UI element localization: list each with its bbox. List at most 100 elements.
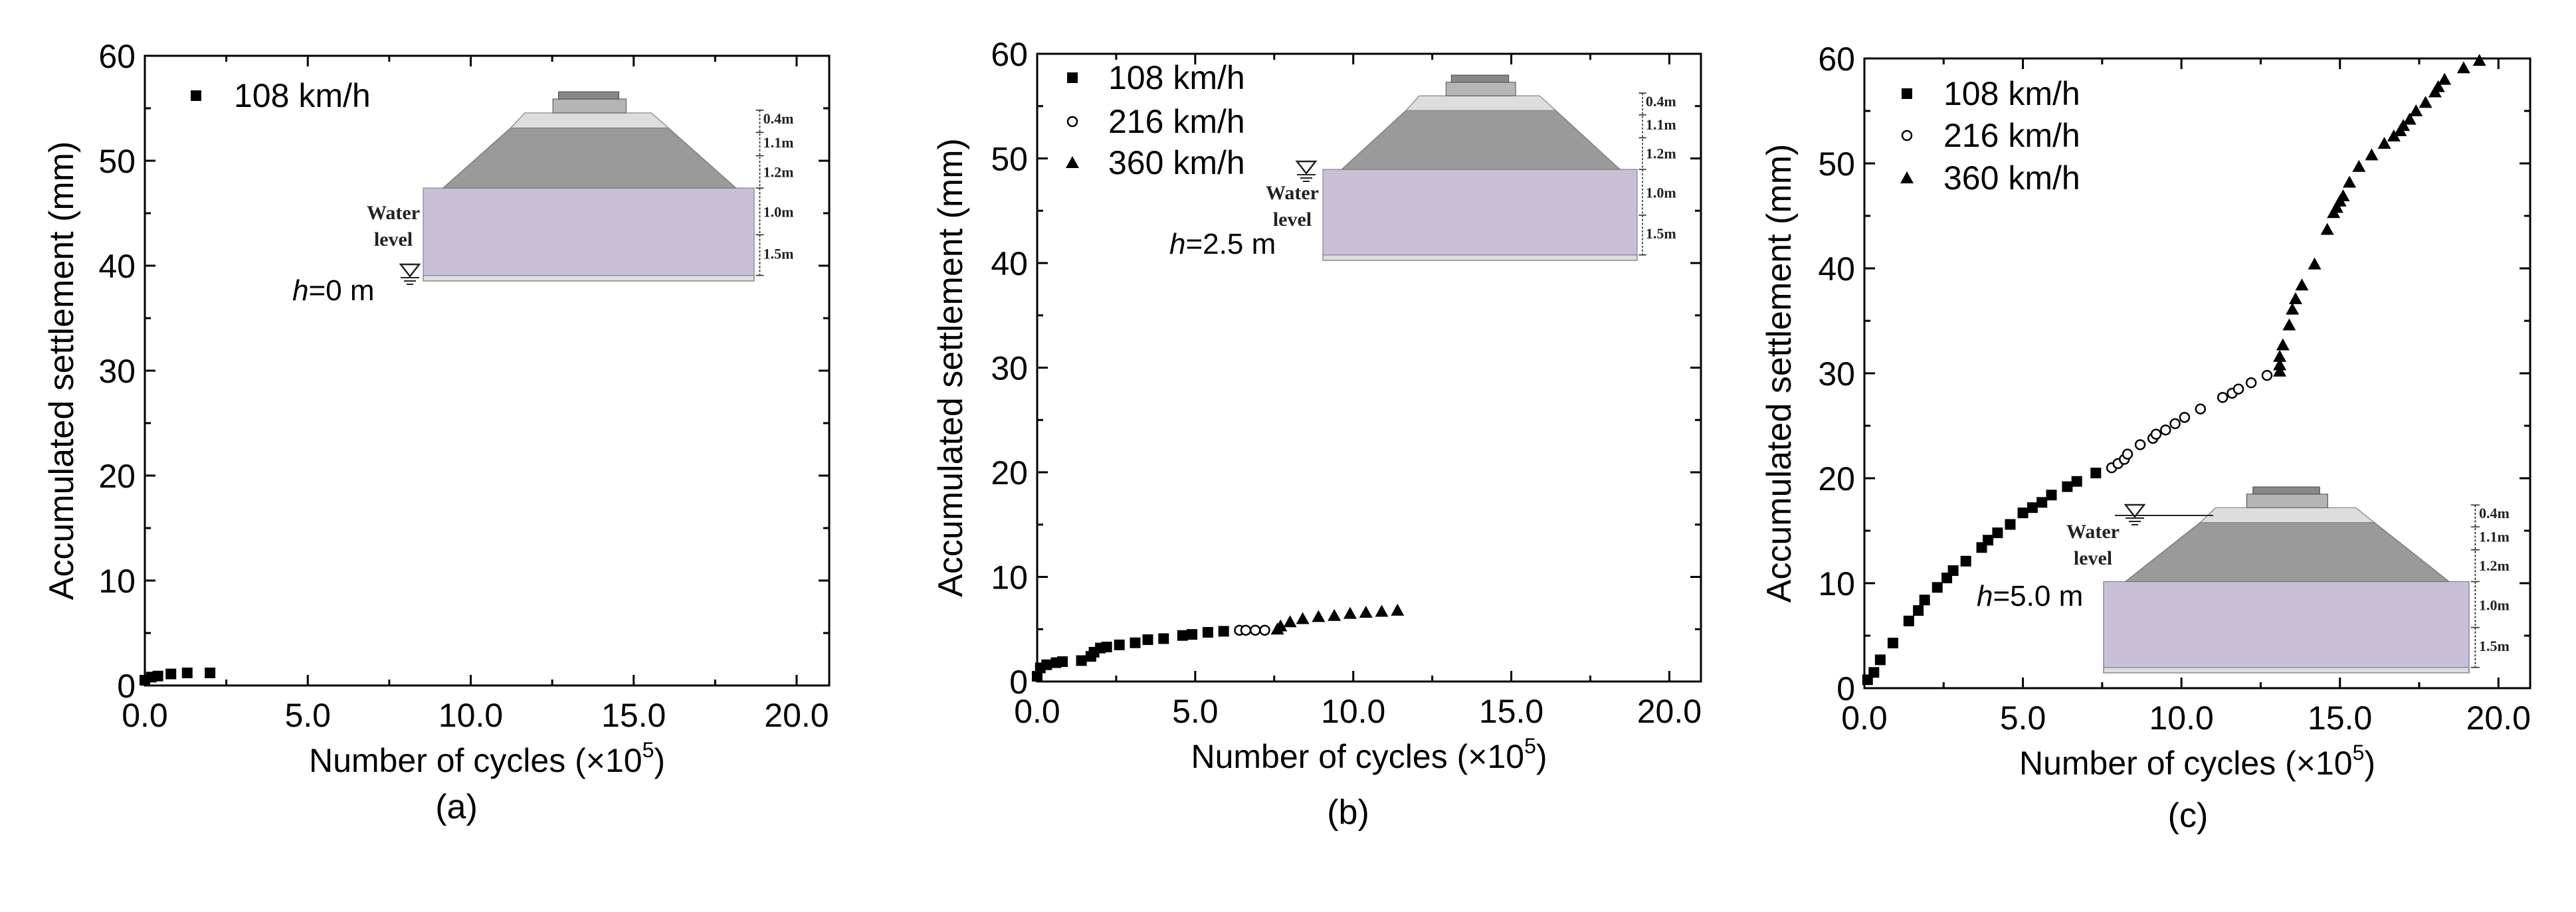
depth-variable: h	[1169, 228, 1185, 260]
y-tick-label: 20	[98, 458, 136, 495]
data-point	[1359, 606, 1373, 618]
data-point	[2286, 302, 2300, 315]
data-point	[2005, 519, 2016, 530]
data-point	[1218, 626, 1229, 637]
data-point	[2438, 72, 2452, 85]
data-point	[2352, 159, 2366, 172]
panel-c: 0.4m 1.1m 1.2m 1.0m 1.5m Water level h=5.0 m 0.0…	[1760, 41, 2531, 835]
data-point	[2276, 338, 2290, 351]
x-tick-label: 10.0	[2149, 699, 2213, 737]
data-point	[2273, 364, 2287, 377]
y-axis-label: Accumulated settlement (mm)	[43, 141, 81, 600]
series-360-km-h	[1270, 603, 1405, 635]
x-axis-label-main: Number of cycles (×10	[2019, 745, 2353, 782]
x-axis-label-main: Number of cycles (×10	[309, 742, 643, 779]
data-point	[2062, 481, 2073, 492]
data-point	[2232, 383, 2244, 395]
water-level-label: level	[374, 228, 413, 250]
y-tick-label: 10	[1818, 565, 1855, 602]
layer-thickness-label: 1.0m	[2479, 596, 2510, 613]
data-point	[181, 668, 193, 679]
data-point	[1296, 612, 1310, 624]
layer-thickness-label: 1.2m	[763, 163, 794, 180]
data-point	[2409, 104, 2423, 116]
data-point	[2261, 369, 2273, 381]
y-tick-label: 0	[1836, 670, 1855, 707]
layer-thickness-label: 1.2m	[1646, 145, 1676, 162]
data-point	[2273, 358, 2287, 371]
data-point	[1142, 634, 1153, 645]
data-point	[2329, 201, 2343, 213]
legend-label: 360 km/h	[1108, 144, 1245, 181]
x-axis-label-main: Number of cycles (×10	[1191, 738, 1524, 775]
y-tick-label: 0	[1009, 664, 1028, 701]
depth-variable: h	[1977, 580, 1993, 612]
x-axis-label-end: )	[1536, 738, 1547, 775]
data-point	[1249, 624, 1261, 636]
legend-entry: 360 km/h	[1066, 144, 1245, 181]
subsoil-layer	[423, 187, 755, 276]
x-tick-label: 15.0	[1479, 693, 1543, 730]
y-tick-label: 30	[991, 350, 1028, 387]
x-axis-label-exponent: 5	[2353, 741, 2365, 765]
data-point	[2282, 318, 2296, 331]
series-108-km-h	[140, 668, 216, 686]
data-point	[1919, 594, 1930, 606]
x-axis-label-exponent: 5	[643, 738, 654, 762]
data-point	[2403, 112, 2417, 125]
data-point	[1328, 608, 1341, 621]
series-216-km-h	[1234, 624, 1270, 636]
data-point	[2377, 136, 2391, 149]
embankment-inset	[423, 91, 764, 282]
x-tick-label: 10.0	[1321, 693, 1385, 730]
y-tick-label: 60	[98, 38, 136, 75]
data-point	[2387, 129, 2401, 141]
data-point	[1375, 604, 1389, 617]
data-point	[2456, 61, 2470, 74]
data-point	[2195, 403, 2207, 414]
data-point	[1114, 639, 1125, 650]
layer-thickness-label: 1.5m	[2479, 638, 2510, 654]
data-point	[2150, 428, 2162, 440]
data-point	[2419, 96, 2432, 108]
water-depth-label: h=5.0 m	[1977, 580, 2083, 612]
data-point	[1874, 654, 1886, 666]
data-point	[1202, 626, 1213, 638]
data-point	[1960, 555, 1971, 567]
layer-thickness-label: 0.4m	[763, 110, 794, 127]
layer-thickness-label: 0.4m	[2479, 505, 2510, 521]
data-point	[2472, 54, 2486, 66]
layer-thickness-label: 1.0m	[1646, 185, 1676, 201]
water-level-label: level	[2074, 547, 2112, 569]
y-tick-label: 60	[1818, 41, 1855, 78]
subgrade-bed-layer	[510, 112, 670, 129]
y-tick-label: 20	[1818, 460, 1855, 498]
water-depth-label: h=0 m	[292, 274, 375, 307]
water-level-label: Water	[2066, 521, 2120, 543]
data-point	[1032, 671, 1042, 682]
data-point	[2245, 377, 2257, 389]
legend-label: 360 km/h	[1943, 159, 2080, 197]
data-point	[1947, 565, 1959, 577]
data-point	[2217, 392, 2229, 403]
data-point	[1343, 606, 1357, 619]
data-point	[1259, 624, 1270, 636]
water-level-label: Water	[1266, 182, 1319, 204]
embankment-body	[1340, 110, 1621, 170]
y-tick-label: 40	[1818, 250, 1855, 288]
data-point	[2431, 80, 2445, 92]
x-tick-label: 5.0	[284, 697, 331, 734]
panel-caption: (b)	[1327, 793, 1369, 832]
data-point	[2090, 468, 2102, 479]
y-tick-label: 40	[991, 245, 1028, 282]
embankment-body	[2124, 522, 2450, 583]
x-axis-label: Number of cycles (×105)	[1191, 734, 1547, 775]
subgrade-bed-layer	[2199, 507, 2376, 523]
data-point	[1391, 603, 1405, 616]
water-level-label: level	[1273, 209, 1312, 230]
data-point	[2027, 502, 2038, 513]
series-108-km-h	[1862, 468, 2102, 685]
data-point	[2179, 412, 2191, 423]
base-slab	[1445, 82, 1516, 96]
